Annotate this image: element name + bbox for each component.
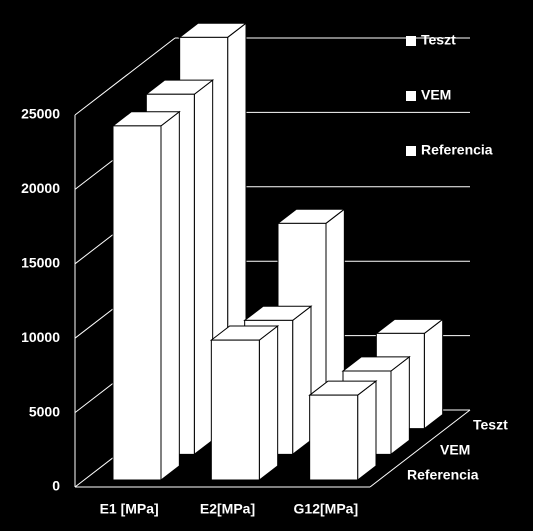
legend-swatch [406, 146, 416, 156]
x-tick-label: E2[MPa] [200, 501, 255, 517]
y-tick-label: 5000 [29, 403, 60, 419]
grid-line [74, 37, 176, 116]
legend-swatch [406, 91, 416, 101]
legend-label: Referencia [421, 142, 493, 158]
x-tick-label: E1 [MPa] [100, 501, 159, 517]
bar-front [309, 394, 359, 481]
legend-label: VEM [421, 87, 451, 103]
y-tick-label: 10000 [21, 329, 60, 345]
bar-front [210, 339, 260, 481]
depth-label: VEM [440, 442, 470, 458]
y-tick-label: 20000 [21, 180, 60, 196]
bar-front [112, 125, 162, 481]
bar-side [423, 318, 444, 430]
x-tick-label: G12[MPa] [294, 501, 359, 517]
bar-side [160, 110, 180, 482]
legend-label: Teszt [421, 32, 456, 48]
bar-side [390, 355, 410, 456]
depth-label: Referencia [407, 467, 479, 483]
bar-side [292, 305, 312, 456]
bar [111, 110, 181, 482]
bar [209, 324, 280, 482]
bar-side [193, 79, 214, 456]
bar-side [357, 380, 377, 482]
bar [308, 380, 378, 482]
legend-swatch [406, 36, 416, 46]
axis-line [369, 409, 471, 488]
depth-label: Teszt [473, 417, 508, 433]
y-tick-label: 25000 [21, 106, 60, 122]
y-tick-label: 15000 [21, 255, 60, 271]
y-tick-label: 0 [52, 478, 60, 494]
bar-side [258, 324, 279, 482]
